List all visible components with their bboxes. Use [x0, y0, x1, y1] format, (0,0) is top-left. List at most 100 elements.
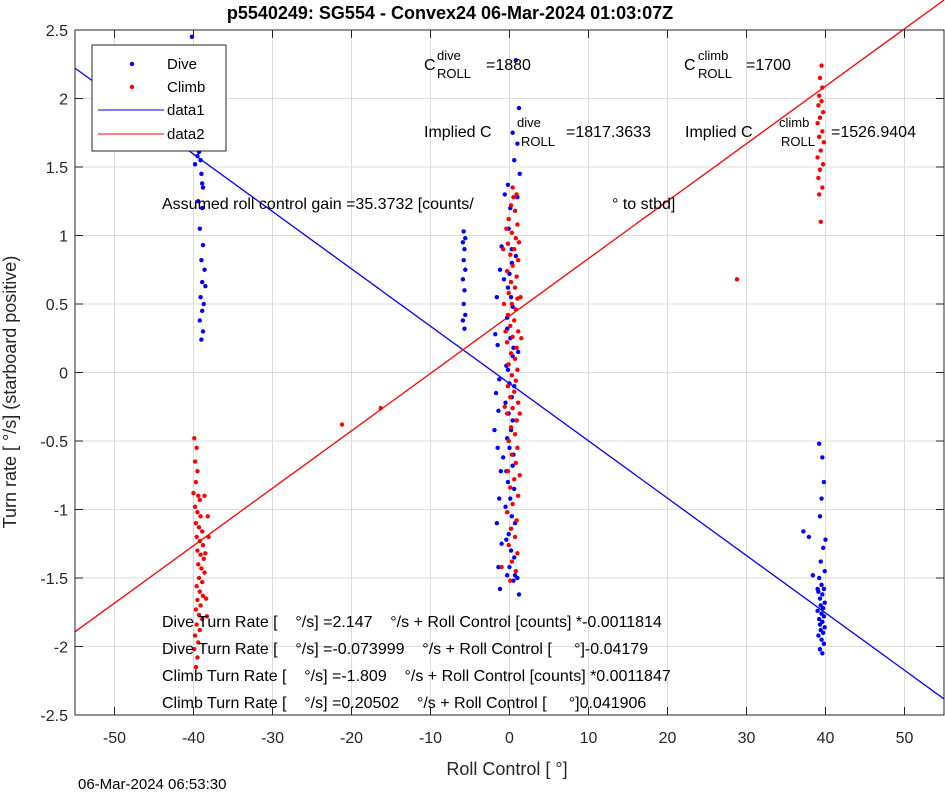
climb-point	[508, 578, 513, 583]
climb-fit-degrees: Climb Turn Rate [ °/s] =0.20502 °/s + Ro…	[162, 695, 646, 712]
climb-point	[192, 633, 198, 638]
climb-point	[508, 323, 513, 329]
climb-point	[503, 329, 508, 334]
dive-point	[494, 294, 500, 300]
climb-point	[194, 534, 199, 540]
climb-point	[505, 241, 511, 246]
climb-point	[816, 175, 821, 181]
climb-point	[499, 564, 504, 570]
climb-point	[816, 103, 821, 108]
climb-point	[194, 584, 199, 589]
ticks: -50 -40 -30 -20 -10 0 10 20 30 40 50-2.5-2-1.5-1-0…	[40, 23, 944, 747]
x-tick-label: 40	[817, 730, 835, 747]
climb-point	[512, 389, 517, 394]
c-climb-sub: ROLL	[698, 66, 732, 81]
dive-point	[196, 199, 201, 204]
dive-point	[817, 514, 823, 519]
dive-point	[499, 541, 504, 546]
climb-point	[817, 167, 823, 172]
climb-point	[508, 203, 514, 208]
climb-point	[505, 312, 511, 318]
climb-point	[198, 552, 203, 557]
dive-point	[821, 586, 827, 592]
dive-point	[508, 496, 513, 501]
climb-point	[197, 589, 203, 594]
dive-point	[513, 253, 519, 259]
climb-point	[511, 194, 516, 200]
climb-point	[514, 345, 519, 351]
climb-point	[819, 63, 824, 68]
dive-point	[463, 236, 468, 241]
implied-dive-sub: ROLL	[521, 134, 555, 149]
climb-point	[513, 378, 519, 383]
dive-point	[504, 573, 510, 578]
dive-point	[493, 331, 498, 337]
y-tick-label: -2	[54, 640, 68, 657]
climb-point	[198, 603, 203, 608]
dive-point	[505, 367, 511, 372]
climb-point	[817, 75, 823, 81]
climb-point	[820, 110, 826, 115]
dive-point	[461, 257, 466, 263]
climb-point	[509, 373, 515, 378]
climb-point	[815, 120, 820, 126]
dive-point	[500, 455, 506, 460]
dive-point	[819, 582, 824, 588]
climb-point	[512, 285, 518, 290]
climb-point	[199, 616, 205, 622]
climb-point	[512, 247, 517, 252]
dive-point	[818, 559, 823, 564]
climb-point	[192, 459, 198, 464]
climb-point	[819, 99, 824, 104]
climb-point	[514, 192, 519, 197]
x-tick-label: -20	[340, 730, 363, 747]
dive-point	[513, 57, 519, 63]
legend-dive-marker	[129, 61, 135, 67]
climb-point	[734, 277, 740, 282]
climb-point	[818, 148, 823, 153]
dive-point	[197, 318, 203, 323]
dive-point	[815, 608, 820, 614]
dive-point	[820, 605, 826, 611]
legend-dive-label: Dive	[167, 56, 197, 73]
climb-point	[505, 468, 511, 474]
dive-point	[495, 342, 500, 348]
dive-point	[508, 294, 514, 300]
implied-dive-value: =1817.3633	[566, 124, 651, 141]
climb-point	[193, 607, 199, 612]
implied-climb-base: Implied C	[685, 124, 753, 141]
dive-point	[820, 545, 826, 551]
climb-point	[510, 185, 515, 190]
dive-point	[510, 463, 515, 468]
climb-point	[193, 479, 199, 485]
dive-point	[821, 614, 827, 619]
y-tick-label: -1.5	[40, 571, 68, 588]
x-tick-label: 0	[505, 730, 514, 747]
climb-point	[512, 356, 518, 361]
climb-point	[816, 93, 822, 98]
climb-point	[504, 268, 510, 274]
climb-point	[195, 510, 200, 515]
timestamp: 06-Mar-2024 06:53:30	[78, 776, 226, 792]
climb-point	[509, 559, 515, 564]
climb-point	[515, 367, 520, 372]
dive-point	[461, 301, 466, 307]
climb-point	[820, 129, 825, 134]
climb-point	[508, 394, 513, 400]
implied-climb-value: =1526.9404	[831, 124, 916, 141]
dive-point	[816, 616, 822, 622]
y-tick-label: 2	[59, 92, 68, 109]
dive-point	[199, 181, 205, 186]
y-tick-label: 1.5	[46, 160, 68, 177]
y-tick-label: 0.5	[46, 297, 68, 314]
c-roll-dive-annotation: C dive ROLL =1880	[424, 48, 531, 81]
dive-point	[512, 555, 517, 560]
dive-point	[820, 592, 825, 597]
dive-fit-counts: Dive Turn Rate [ °/s] =2.147 °/s + Roll …	[162, 614, 662, 631]
dive-point	[192, 162, 198, 167]
climb-point	[517, 411, 522, 416]
legend-box	[91, 44, 227, 152]
dive-point	[199, 308, 205, 314]
implied-climb-sub: ROLL	[781, 134, 815, 149]
implied-climb-sup: climb	[779, 115, 809, 130]
